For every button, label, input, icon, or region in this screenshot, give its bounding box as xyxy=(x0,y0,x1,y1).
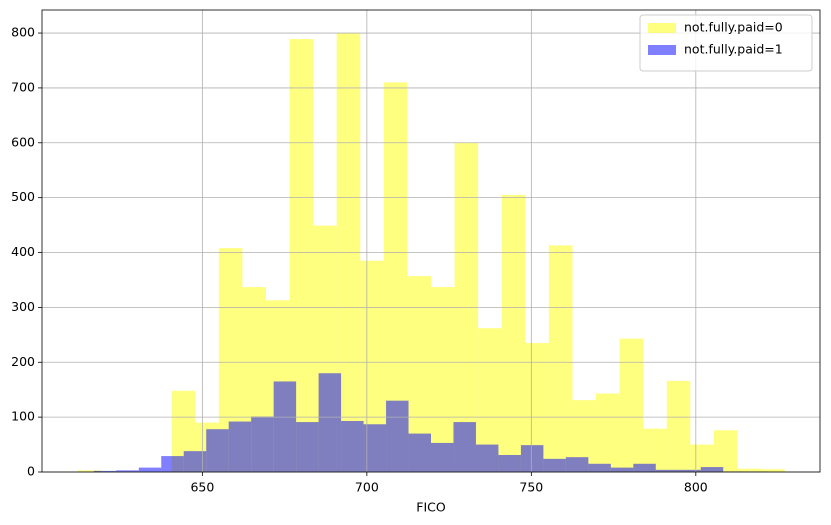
y-tick-label: 100 xyxy=(11,409,35,424)
bar xyxy=(666,380,691,472)
bar xyxy=(431,287,455,472)
bar xyxy=(678,469,701,472)
bar xyxy=(138,467,162,472)
bar xyxy=(700,467,724,472)
y-tick-label: 500 xyxy=(11,189,35,204)
y-tick-label: 200 xyxy=(11,354,35,369)
bar xyxy=(501,194,526,473)
bar xyxy=(183,451,207,472)
bar xyxy=(218,248,243,472)
bar xyxy=(386,400,409,472)
y-tick-label: 300 xyxy=(11,299,35,314)
bar xyxy=(713,430,738,472)
bar xyxy=(251,416,274,472)
x-tick-label: 650 xyxy=(190,480,214,495)
x-axis-label: FICO xyxy=(416,500,446,515)
y-tick-label: 700 xyxy=(11,79,35,94)
bar xyxy=(478,328,502,472)
bar xyxy=(761,469,785,472)
bar xyxy=(737,468,762,472)
x-tick-label: 700 xyxy=(355,480,379,495)
bar xyxy=(206,429,229,472)
bar xyxy=(690,444,714,472)
bar xyxy=(296,422,319,472)
bar xyxy=(383,82,408,472)
bar xyxy=(588,463,611,472)
bar xyxy=(360,260,384,472)
bar xyxy=(273,381,297,472)
legend-swatch xyxy=(648,45,676,55)
bar xyxy=(498,454,521,472)
x-tick-label: 800 xyxy=(684,480,708,495)
bar xyxy=(596,393,620,472)
bar xyxy=(453,422,476,472)
y-tick-label: 400 xyxy=(11,244,35,259)
legend-swatch xyxy=(648,23,676,33)
legend-frame xyxy=(639,14,813,72)
y-tick-label: 800 xyxy=(11,25,35,40)
bar xyxy=(408,433,431,472)
bar xyxy=(407,276,431,472)
bar xyxy=(93,470,117,472)
bar xyxy=(341,420,364,472)
bar xyxy=(643,428,667,472)
y-tick-label: 600 xyxy=(11,134,35,149)
bar xyxy=(116,470,139,472)
bar xyxy=(475,444,499,472)
bar xyxy=(633,463,656,472)
bar xyxy=(655,469,679,472)
bar xyxy=(363,424,387,472)
bar xyxy=(520,445,544,472)
bar xyxy=(610,467,634,472)
bar xyxy=(289,39,314,473)
bar xyxy=(619,338,644,472)
bar xyxy=(543,458,566,472)
bar xyxy=(77,470,101,472)
bar xyxy=(565,457,589,472)
legend-label: not.fully.paid=0 xyxy=(684,20,783,35)
bar xyxy=(431,442,454,472)
bar xyxy=(572,400,597,472)
bar xyxy=(318,373,342,472)
x-tick-label: 750 xyxy=(519,480,543,495)
legend-label: not.fully.paid=1 xyxy=(684,42,783,57)
bar xyxy=(161,456,184,472)
bar xyxy=(228,421,252,472)
plot-frame xyxy=(41,9,821,473)
bar xyxy=(548,245,573,472)
y-tick-label: 0 xyxy=(27,464,35,479)
